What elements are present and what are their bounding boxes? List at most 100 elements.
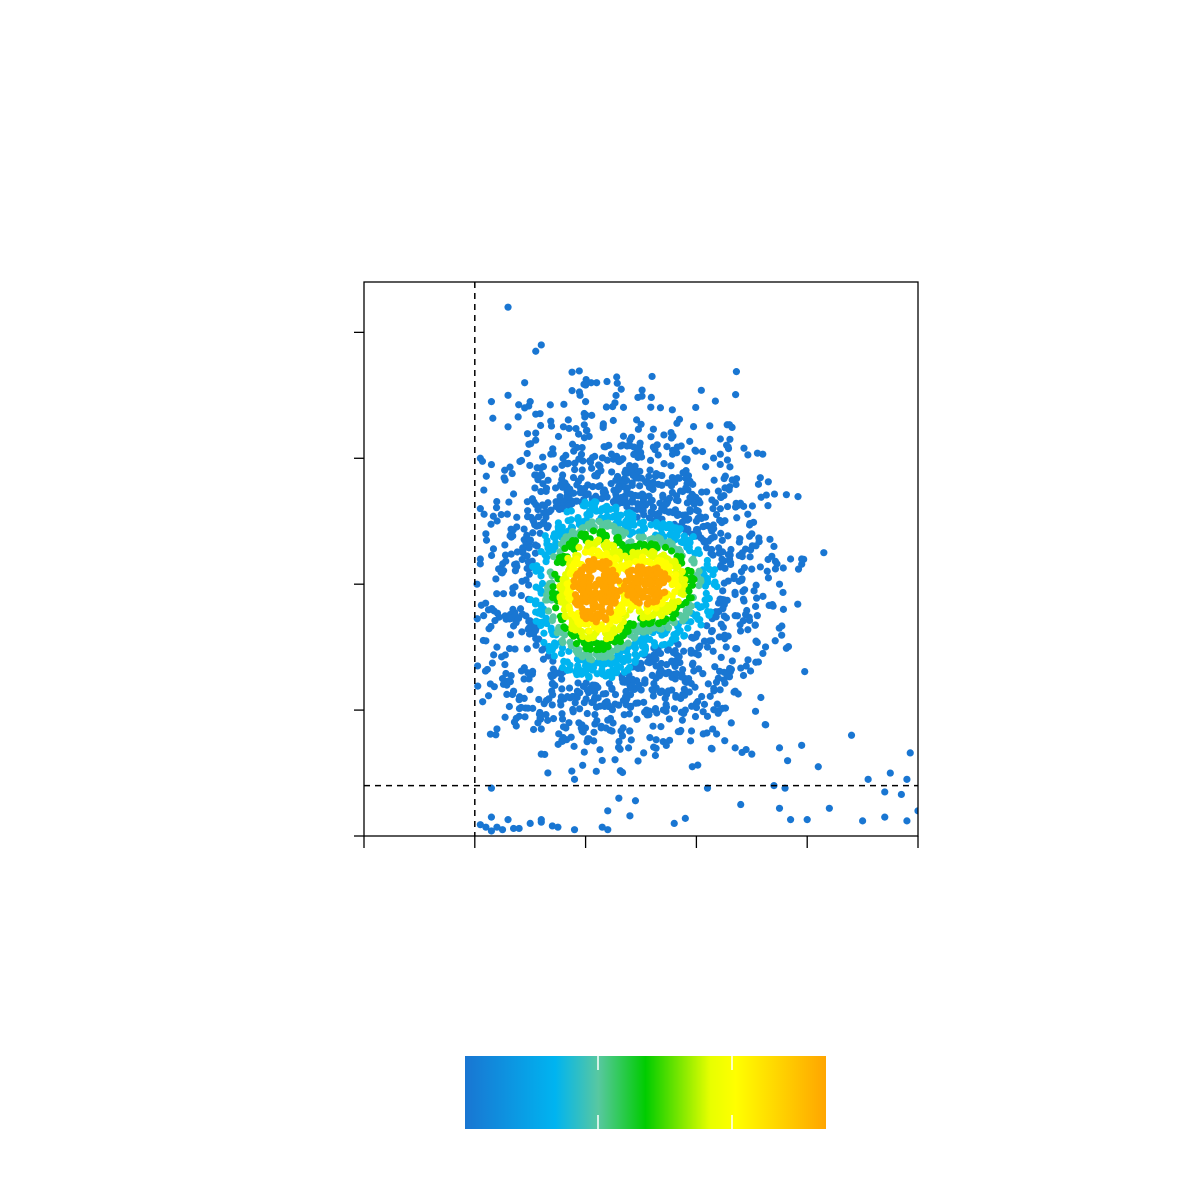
data-point: [495, 613, 503, 621]
data-point: [634, 453, 642, 462]
data-point: [689, 422, 698, 431]
data-point: [764, 555, 772, 564]
data-point: [476, 560, 484, 568]
data-point: [565, 719, 573, 727]
data-point: [702, 463, 710, 471]
data-point: [620, 711, 628, 719]
data-point: [671, 647, 679, 655]
data-point: [501, 466, 509, 474]
data-point: [727, 719, 735, 727]
data-point: [715, 549, 724, 557]
data-point: [534, 476, 542, 484]
data-point: [493, 725, 501, 733]
data-point: [596, 530, 604, 538]
data-point: [605, 680, 613, 688]
x-axis-ticks: [363, 836, 919, 848]
data-point: [615, 577, 623, 585]
data-point: [733, 514, 741, 522]
data-point: [517, 591, 525, 600]
data-point: [636, 482, 644, 490]
data-point: [643, 600, 651, 608]
data-point: [633, 715, 641, 723]
data-point: [492, 731, 500, 739]
data-point: [586, 582, 594, 591]
data-point: [778, 631, 786, 639]
data-point: [724, 532, 732, 540]
data-point: [786, 816, 795, 824]
data-point: [520, 525, 528, 533]
data-point: [733, 612, 741, 620]
data-point: [656, 404, 665, 412]
data-point: [476, 821, 484, 829]
data-point: [604, 807, 612, 815]
data-point: [724, 551, 732, 559]
data-point: [716, 450, 724, 458]
data-point: [573, 687, 582, 695]
data-point: [689, 659, 697, 667]
data-point: [479, 636, 487, 645]
data-point: [718, 555, 726, 563]
data-point: [679, 469, 687, 477]
data-point: [619, 432, 628, 440]
data-point: [764, 502, 772, 510]
data-point: [748, 750, 756, 758]
data-point: [720, 579, 728, 587]
data-point: [487, 398, 496, 406]
data-point: [581, 413, 589, 421]
data-point: [615, 794, 623, 802]
data-point: [543, 619, 551, 628]
data-point: [798, 741, 806, 749]
data-point: [651, 751, 659, 760]
data-point: [634, 425, 642, 433]
data-point: [480, 612, 488, 620]
data-point: [506, 631, 515, 639]
data-point: [537, 818, 545, 826]
data-point: [619, 403, 628, 411]
data-point: [621, 693, 630, 701]
data-point: [688, 577, 696, 585]
data-point: [748, 565, 756, 573]
data-point: [759, 450, 767, 458]
data-point: [567, 516, 575, 524]
data-point: [564, 416, 572, 424]
data-point: [704, 680, 712, 688]
data-point: [532, 436, 540, 444]
data-point: [709, 647, 717, 655]
data-point: [634, 393, 642, 402]
plot-frame: [363, 281, 919, 837]
data-point: [751, 621, 759, 629]
data-point: [568, 368, 576, 376]
data-point: [480, 486, 488, 494]
data-point: [593, 379, 601, 387]
data-point: [647, 433, 655, 441]
data-point: [551, 543, 559, 551]
data-point: [501, 476, 509, 484]
data-point: [498, 826, 507, 834]
data-point: [575, 388, 584, 396]
data-point: [783, 757, 792, 765]
data-point: [751, 602, 760, 611]
data-point: [659, 493, 667, 501]
data-point: [539, 453, 547, 461]
data-point: [713, 700, 721, 708]
data-point: [513, 523, 521, 531]
data-point: [648, 372, 656, 381]
data-point: [526, 461, 534, 470]
data-point: [746, 553, 754, 561]
data-point: [532, 347, 540, 355]
data-point: [482, 823, 490, 831]
data-point: [708, 627, 716, 635]
data-point: [503, 510, 511, 518]
data-point: [582, 426, 591, 435]
data-point: [479, 698, 487, 706]
data-point: [582, 398, 590, 406]
data-point: [703, 712, 712, 720]
data-point: [583, 709, 591, 718]
data-point: [557, 649, 566, 658]
data-point: [752, 637, 760, 645]
data-point: [607, 480, 615, 488]
data-point: [545, 507, 554, 516]
data-point: [492, 575, 500, 583]
data-point: [652, 736, 660, 744]
data-point: [716, 563, 724, 571]
